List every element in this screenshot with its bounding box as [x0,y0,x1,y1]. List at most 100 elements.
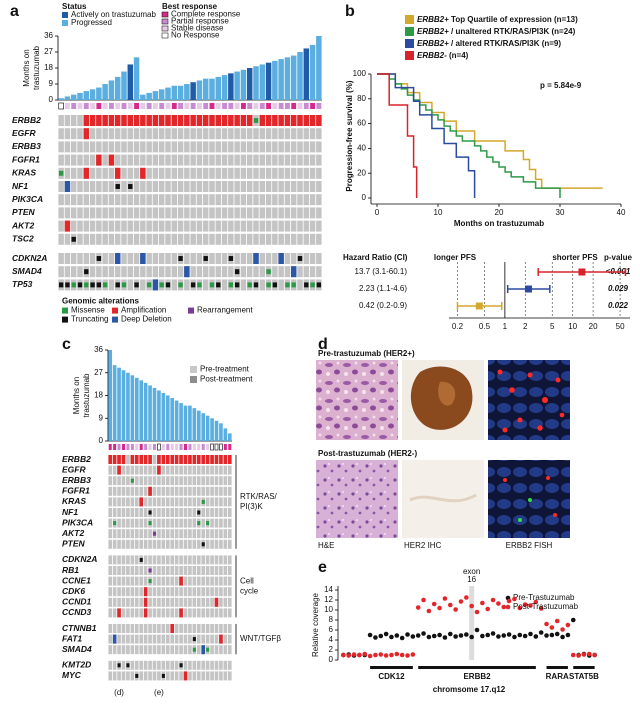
survival-curve [377,73,476,198]
cell [165,566,170,575]
cell [170,645,175,655]
bar [152,387,157,441]
cell [179,518,183,528]
cell [143,566,148,575]
alteration [148,521,152,526]
point [447,602,453,608]
cell [228,207,234,219]
response-cell [209,103,215,109]
cell [179,539,183,549]
cell [188,671,192,681]
cell [96,220,102,232]
cell [253,181,259,192]
alteration [178,282,183,288]
cell [196,555,201,565]
point [367,653,373,659]
cell [126,576,130,586]
cell [126,645,130,655]
bar [133,57,140,100]
cell [133,181,140,192]
cell [165,194,171,206]
cell [108,476,113,486]
bar [253,66,259,100]
cell [234,167,240,179]
bar [223,428,228,441]
cell [165,253,171,264]
alteration [197,510,201,515]
legend-label: Rearrangement [197,306,253,315]
point [581,652,587,657]
cell [221,266,228,278]
point [415,633,421,638]
cell [297,207,303,219]
x-tick-label: 10 [568,322,577,331]
cell [227,671,232,681]
point [469,634,474,640]
cell [202,194,209,206]
cell [196,576,201,586]
alteration [192,455,197,464]
cell [158,181,165,192]
cell [77,207,83,219]
cell [303,207,310,219]
x-tick-label: 5 [550,322,555,331]
cell [190,167,196,179]
cell [209,141,215,153]
cell [143,624,148,633]
cell [126,497,130,507]
cell [117,671,121,681]
cell [246,220,253,232]
cell [228,141,234,153]
cell [227,634,232,644]
gene-label: FGFR1 [12,154,40,164]
bar [209,78,215,100]
cell [316,266,322,278]
cell [215,266,222,278]
point [576,653,581,658]
cell [140,181,146,192]
bar [102,84,108,100]
cell [127,266,134,278]
point [544,621,549,627]
cell [121,645,126,655]
alteration [148,486,152,496]
response-cell [223,444,227,450]
cell [221,233,228,245]
gene-label: PIK3CA [62,517,93,527]
point [480,633,485,639]
point [437,632,442,638]
cell [188,476,192,486]
cell [140,154,146,166]
cell [139,529,144,539]
cell [215,207,222,219]
cell [117,634,121,644]
cell [234,181,240,192]
legend-label: Truncating [71,315,109,324]
cell [126,566,130,575]
group-label: RTK/RAS/ [240,492,278,501]
cell [146,194,152,206]
alteration [108,455,113,464]
gene-span [370,666,413,669]
cell [58,220,64,232]
cell [157,608,161,618]
y-tick-label: 9 [99,413,104,422]
cell [148,529,152,539]
cell [278,167,284,179]
cell [196,128,203,140]
bar [246,68,253,100]
response-cell [159,103,165,109]
cell [246,167,253,179]
alteration [134,455,139,464]
alteration [121,115,127,126]
alteration [214,455,219,464]
cell [171,141,178,153]
cell [196,154,203,166]
cell [184,220,190,232]
cell [284,154,291,166]
cell [165,181,171,192]
cell [121,207,127,219]
cell [121,587,126,597]
cell [259,253,266,264]
cell [152,539,157,549]
